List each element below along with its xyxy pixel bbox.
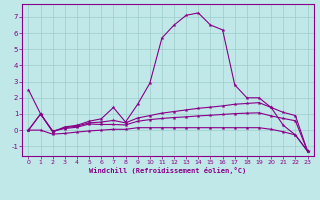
X-axis label: Windchill (Refroidissement éolien,°C): Windchill (Refroidissement éolien,°C) — [89, 167, 247, 174]
